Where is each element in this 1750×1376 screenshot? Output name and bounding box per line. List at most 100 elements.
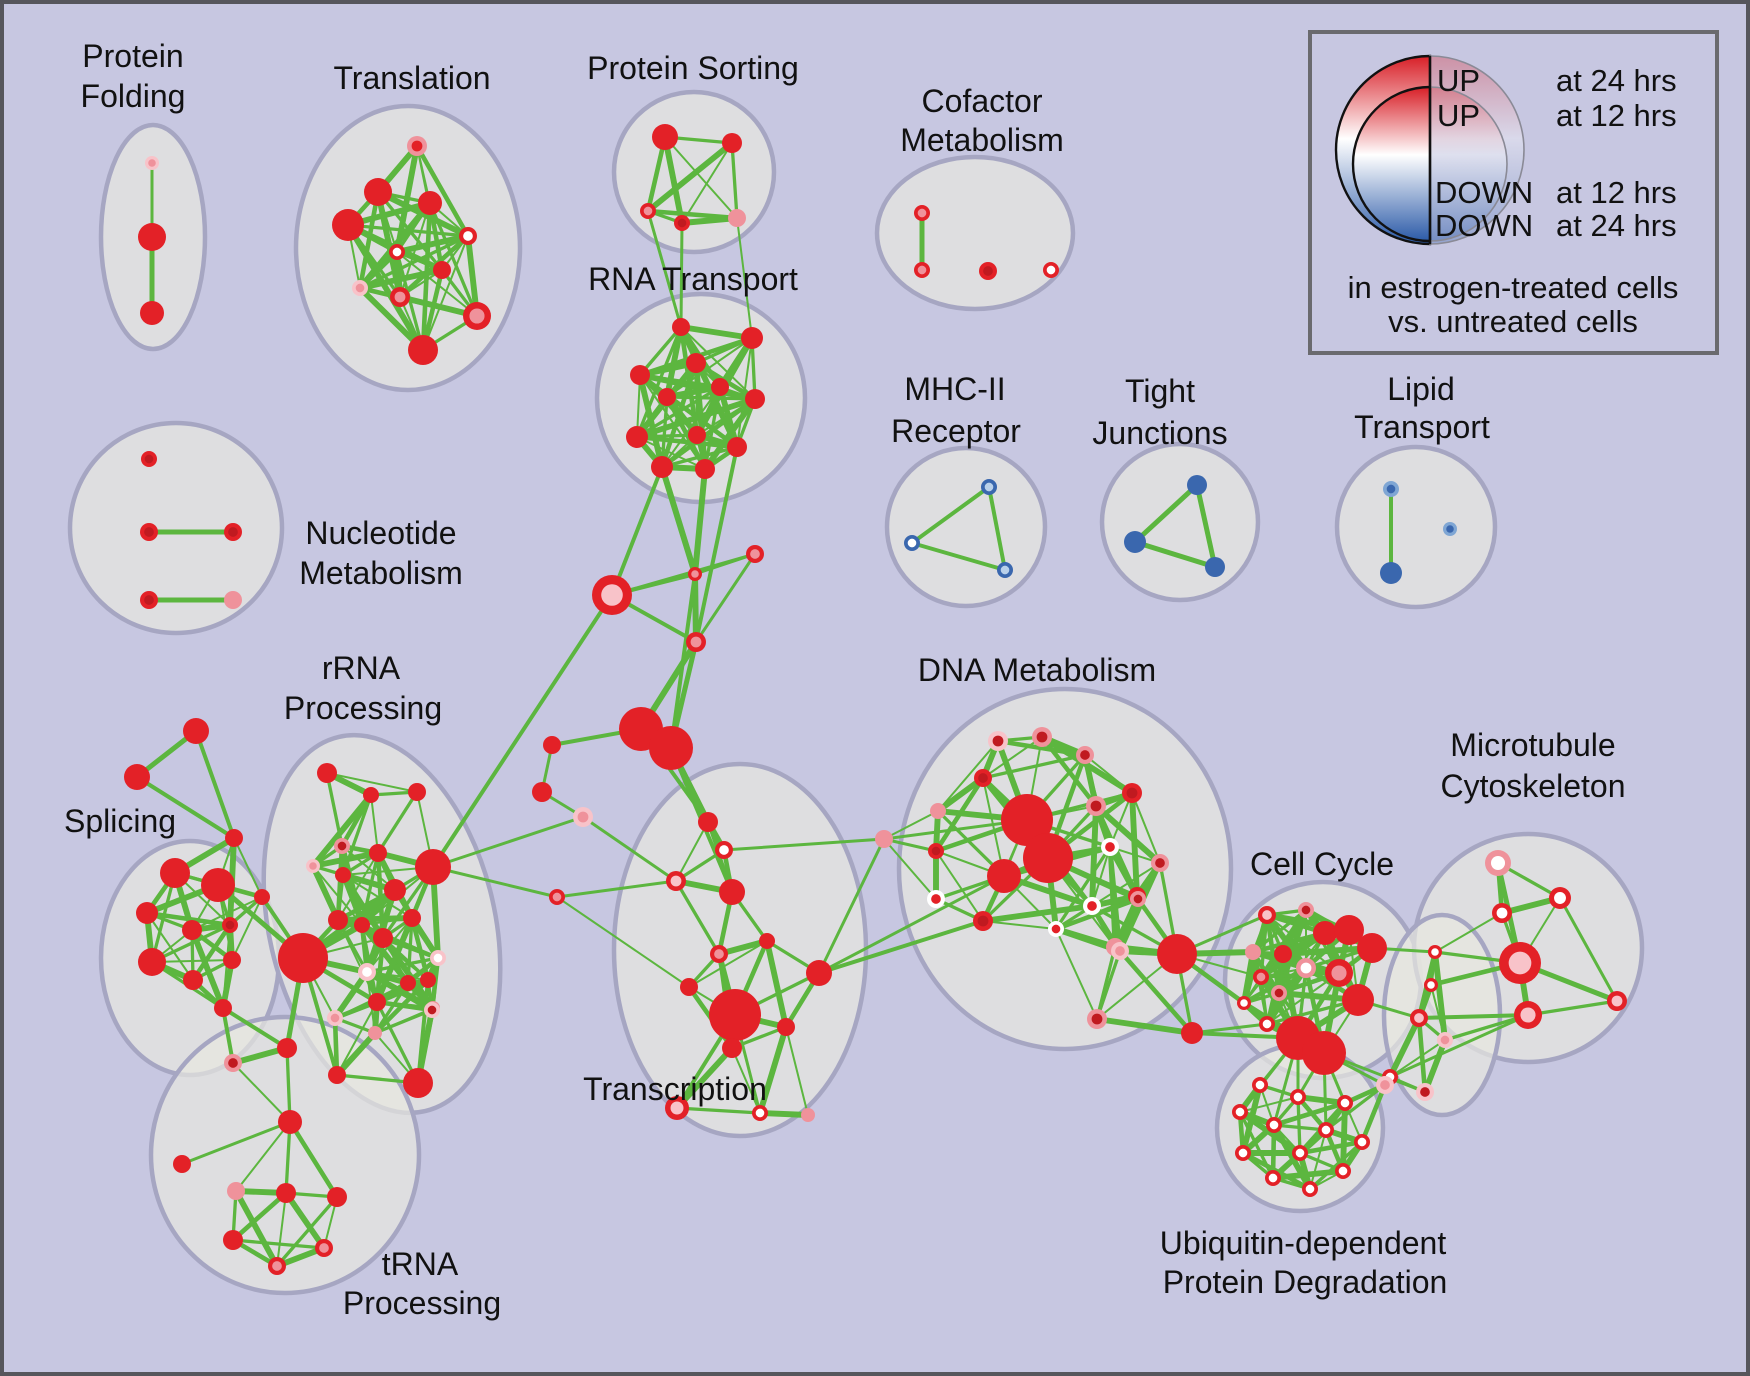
network-node[interactable] xyxy=(183,970,203,990)
network-node[interactable] xyxy=(224,523,242,541)
network-node[interactable] xyxy=(223,951,241,969)
network-node[interactable] xyxy=(1043,262,1059,278)
network-node[interactable] xyxy=(626,426,648,448)
network-node[interactable] xyxy=(1335,1163,1351,1179)
network-node[interactable] xyxy=(630,365,650,385)
network-node[interactable] xyxy=(315,1239,333,1257)
network-node[interactable] xyxy=(1492,903,1512,923)
network-node[interactable] xyxy=(777,1018,795,1036)
network-node[interactable] xyxy=(695,459,715,479)
network-node[interactable] xyxy=(1023,833,1073,883)
network-node[interactable] xyxy=(1549,887,1571,909)
network-node[interactable] xyxy=(254,889,270,905)
network-node[interactable] xyxy=(223,1230,243,1250)
network-node[interactable] xyxy=(1048,921,1064,937)
network-node[interactable] xyxy=(1245,944,1261,960)
network-node[interactable] xyxy=(1258,906,1276,924)
network-node[interactable] xyxy=(369,844,387,862)
network-node[interactable] xyxy=(1237,996,1251,1010)
network-node[interactable] xyxy=(752,1105,768,1121)
network-node[interactable] xyxy=(1274,945,1292,963)
network-node[interactable] xyxy=(1087,1009,1107,1029)
network-node[interactable] xyxy=(424,1002,440,1018)
network-node[interactable] xyxy=(368,1026,382,1040)
network-node[interactable] xyxy=(981,479,997,495)
network-node[interactable] xyxy=(806,960,832,986)
network-node[interactable] xyxy=(183,718,209,744)
network-node[interactable] xyxy=(649,726,693,770)
network-node[interactable] xyxy=(997,562,1013,578)
network-node[interactable] xyxy=(1376,1076,1394,1094)
network-node[interactable] xyxy=(1076,746,1094,764)
network-node[interactable] xyxy=(214,999,232,1017)
network-node[interactable] xyxy=(722,133,742,153)
network-node[interactable] xyxy=(728,209,746,227)
network-node[interactable] xyxy=(390,287,410,307)
network-node[interactable] xyxy=(354,917,370,933)
network-node[interactable] xyxy=(352,280,368,296)
network-node[interactable] xyxy=(1337,1095,1353,1111)
network-node[interactable] xyxy=(403,909,421,927)
network-node[interactable] xyxy=(1122,783,1142,803)
network-node[interactable] xyxy=(1357,933,1387,963)
network-node[interactable] xyxy=(328,1066,346,1084)
network-node[interactable] xyxy=(741,327,763,349)
network-node[interactable] xyxy=(1302,1031,1346,1075)
network-node[interactable] xyxy=(1485,850,1511,876)
network-node[interactable] xyxy=(327,1010,343,1026)
network-node[interactable] xyxy=(268,1257,286,1275)
network-node[interactable] xyxy=(988,731,1008,751)
network-node[interactable] xyxy=(688,426,706,444)
network-node[interactable] xyxy=(979,262,997,280)
network-node[interactable] xyxy=(1298,902,1314,918)
network-node[interactable] xyxy=(1354,1134,1370,1150)
network-node[interactable] xyxy=(904,535,920,551)
network-node[interactable] xyxy=(384,879,406,901)
network-node[interactable] xyxy=(709,989,761,1041)
network-node[interactable] xyxy=(327,1187,347,1207)
network-node[interactable] xyxy=(1111,942,1129,960)
network-node[interactable] xyxy=(745,389,765,409)
network-node[interactable] xyxy=(225,829,243,847)
network-node[interactable] xyxy=(1259,1016,1275,1032)
network-node[interactable] xyxy=(358,963,376,981)
network-node[interactable] xyxy=(1334,915,1364,945)
network-node[interactable] xyxy=(141,451,157,467)
network-node[interactable] xyxy=(430,950,446,966)
network-node[interactable] xyxy=(433,261,451,279)
network-node[interactable] xyxy=(124,764,150,790)
network-node[interactable] xyxy=(408,783,426,801)
network-node[interactable] xyxy=(987,859,1021,893)
network-node[interactable] xyxy=(363,787,379,803)
network-node[interactable] xyxy=(463,302,491,330)
network-node[interactable] xyxy=(680,978,698,996)
network-node[interactable] xyxy=(640,203,656,219)
network-node[interactable] xyxy=(727,437,747,457)
network-node[interactable] xyxy=(1437,1032,1453,1048)
network-node[interactable] xyxy=(1410,1009,1428,1027)
network-node[interactable] xyxy=(138,223,166,251)
network-node[interactable] xyxy=(711,378,729,396)
network-node[interactable] xyxy=(543,736,561,754)
network-node[interactable] xyxy=(688,567,702,581)
network-node[interactable] xyxy=(140,591,158,609)
network-node[interactable] xyxy=(875,830,893,848)
network-node[interactable] xyxy=(407,136,427,156)
network-node[interactable] xyxy=(746,545,764,563)
network-node[interactable] xyxy=(136,902,158,924)
network-node[interactable] xyxy=(1253,969,1269,985)
network-node[interactable] xyxy=(592,575,632,615)
network-node[interactable] xyxy=(1416,1083,1434,1101)
network-node[interactable] xyxy=(573,807,593,827)
network-node[interactable] xyxy=(1151,854,1169,872)
network-node[interactable] xyxy=(145,156,159,170)
network-node[interactable] xyxy=(973,911,993,931)
network-node[interactable] xyxy=(182,920,202,940)
network-node[interactable] xyxy=(658,388,676,406)
network-node[interactable] xyxy=(1342,984,1374,1016)
network-node[interactable] xyxy=(1428,945,1442,959)
network-node[interactable] xyxy=(1032,727,1052,747)
network-node[interactable] xyxy=(914,262,930,278)
network-node[interactable] xyxy=(1271,985,1287,1001)
network-node[interactable] xyxy=(1292,1145,1308,1161)
